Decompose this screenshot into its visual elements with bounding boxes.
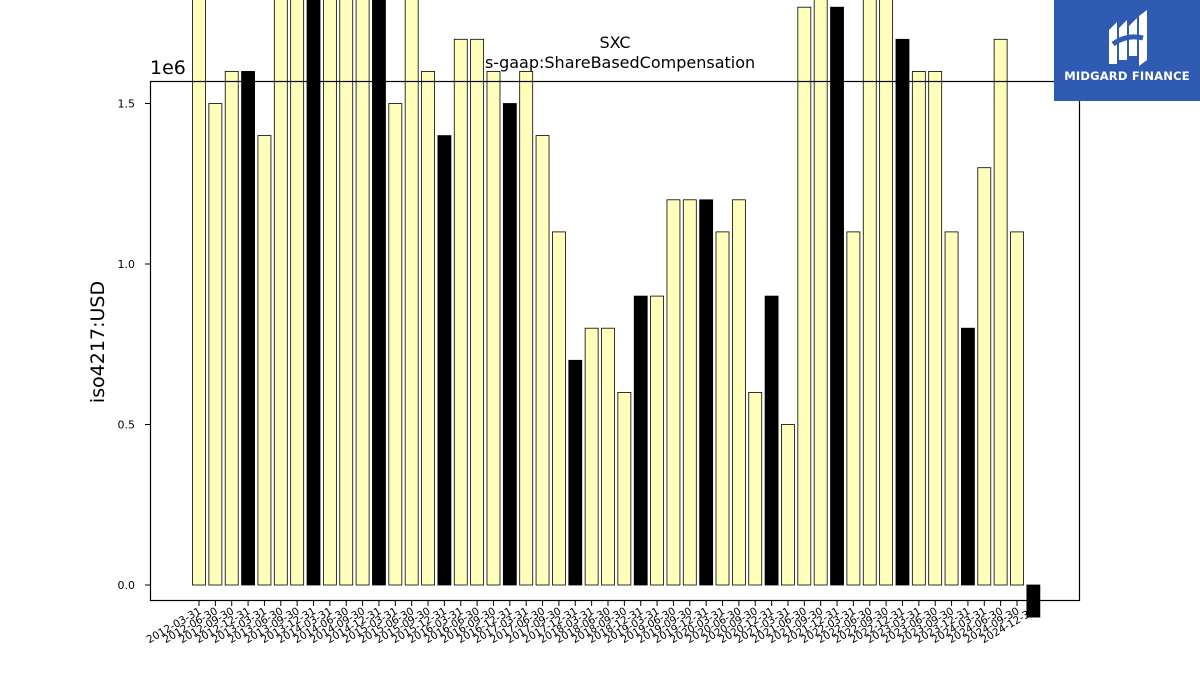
bar-2019-12-31	[699, 199, 714, 586]
bar-2022-12-31	[895, 38, 910, 586]
y-axis-offset-label: 1e6	[150, 57, 186, 79]
bar-2020-03-31	[715, 231, 730, 586]
bar-2015-12-31	[437, 135, 452, 586]
plot-frame	[149, 80, 1081, 602]
bar-2019-09-30	[682, 199, 697, 586]
bar-2017-06-30	[535, 135, 550, 586]
bar-2013-06-30	[273, 0, 288, 586]
x-axis: 2012-03-312012-06-302012-09-302012-12-31…	[145, 601, 1038, 646]
bar-2015-06-30	[404, 0, 419, 586]
bar-2019-06-30	[666, 199, 681, 586]
y-tick-label: 1.5	[118, 98, 136, 111]
bar-2014-06-30	[339, 0, 354, 586]
bar-2022-09-30	[879, 0, 894, 586]
bar-2021-06-30	[797, 6, 812, 586]
chart-subtitle: us-gaap:ShareBasedCompensation	[474, 53, 756, 72]
chart-title: SXC	[599, 33, 631, 52]
midgard-logo-icon	[1109, 10, 1147, 66]
bar-2012-03-31	[192, 0, 206, 586]
bar-2013-09-30	[290, 0, 305, 586]
bar-2020-06-30	[731, 199, 746, 586]
bar-2023-03-31	[911, 71, 926, 586]
bar-2014-12-31	[372, 0, 386, 586]
y-axis: 0.00.51.01.52.02.53.0	[118, 98, 150, 592]
y-tick-label: 1.0	[118, 258, 136, 271]
bar-2013-03-31	[257, 135, 272, 586]
bar-2012-12-31	[241, 71, 255, 586]
bar-2021-09-30	[813, 0, 828, 586]
bar-2016-09-30	[486, 71, 501, 586]
bar-2020-09-30	[748, 391, 763, 586]
bar-2024-09-30	[1010, 231, 1024, 586]
bars-group	[192, 0, 1041, 618]
bar-2013-12-31	[306, 0, 321, 586]
bar-2020-12-31	[764, 295, 779, 586]
bar-2014-03-31	[322, 0, 337, 586]
bar-2018-03-31	[584, 327, 599, 586]
bar-2018-06-30	[601, 327, 615, 586]
bar-2017-09-30	[552, 231, 566, 586]
bar-2023-12-31	[961, 327, 975, 586]
bar-2012-09-30	[224, 71, 239, 586]
bar-2014-09-30	[355, 0, 370, 586]
brand-badge: MIDGARD FINANCE	[1054, 0, 1200, 101]
bar-2017-12-31	[568, 359, 583, 586]
bar-2017-03-31	[519, 71, 534, 586]
bar-2024-06-30	[993, 38, 1008, 586]
bar-2022-03-31	[846, 231, 861, 586]
bar-2021-12-31	[830, 6, 844, 586]
bar-2012-06-30	[208, 103, 223, 586]
bar-2018-12-31	[633, 295, 648, 586]
bar-2023-09-30	[944, 231, 959, 586]
bar-2016-03-31	[453, 38, 468, 586]
bar-2024-03-31	[977, 167, 992, 586]
bar-2019-03-31	[650, 295, 664, 586]
bar-2015-03-31	[388, 103, 403, 586]
y-tick-label: 0.5	[118, 419, 136, 432]
bar-2021-03-31	[781, 424, 795, 586]
bar-2023-06-30	[928, 71, 943, 586]
bar-2018-09-30	[617, 391, 632, 586]
bar-2016-12-31	[502, 103, 517, 586]
brand-name: MIDGARD FINANCE	[1064, 69, 1190, 83]
bar-2016-06-30	[470, 38, 485, 586]
bar-2015-09-30	[421, 71, 435, 586]
y-tick-label: 0.0	[118, 579, 136, 592]
bar-2022-06-30	[862, 0, 877, 586]
